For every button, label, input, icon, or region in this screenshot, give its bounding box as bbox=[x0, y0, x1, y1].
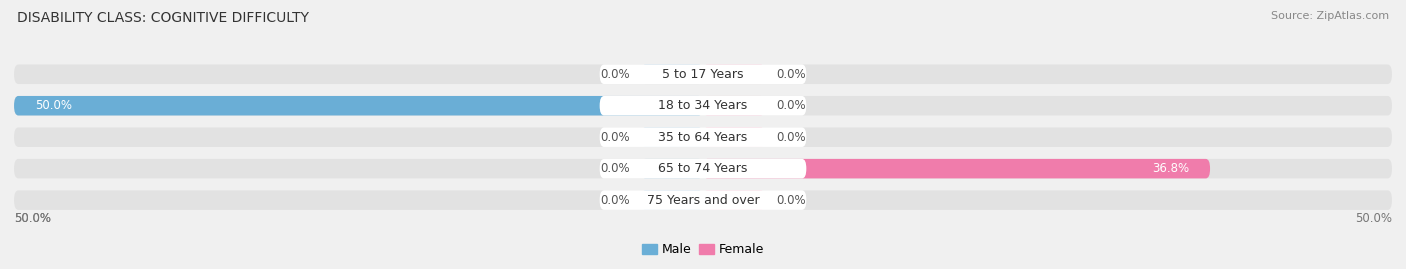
Text: 0.0%: 0.0% bbox=[600, 194, 630, 207]
Text: 0.0%: 0.0% bbox=[776, 99, 806, 112]
Text: 65 to 74 Years: 65 to 74 Years bbox=[658, 162, 748, 175]
FancyBboxPatch shape bbox=[641, 159, 703, 178]
FancyBboxPatch shape bbox=[599, 159, 807, 178]
Legend: Male, Female: Male, Female bbox=[637, 238, 769, 261]
Text: 35 to 64 Years: 35 to 64 Years bbox=[658, 131, 748, 144]
Text: 0.0%: 0.0% bbox=[600, 162, 630, 175]
Text: 0.0%: 0.0% bbox=[600, 68, 630, 81]
Text: 36.8%: 36.8% bbox=[1153, 162, 1189, 175]
FancyBboxPatch shape bbox=[703, 128, 765, 147]
Text: Source: ZipAtlas.com: Source: ZipAtlas.com bbox=[1271, 11, 1389, 21]
Text: DISABILITY CLASS: COGNITIVE DIFFICULTY: DISABILITY CLASS: COGNITIVE DIFFICULTY bbox=[17, 11, 309, 25]
FancyBboxPatch shape bbox=[14, 96, 703, 115]
FancyBboxPatch shape bbox=[14, 96, 1392, 115]
FancyBboxPatch shape bbox=[599, 128, 807, 147]
FancyBboxPatch shape bbox=[641, 65, 703, 84]
FancyBboxPatch shape bbox=[641, 128, 703, 147]
Text: 0.0%: 0.0% bbox=[600, 131, 630, 144]
FancyBboxPatch shape bbox=[641, 190, 703, 210]
FancyBboxPatch shape bbox=[703, 190, 765, 210]
FancyBboxPatch shape bbox=[599, 96, 807, 115]
FancyBboxPatch shape bbox=[599, 65, 807, 84]
FancyBboxPatch shape bbox=[14, 159, 1392, 178]
FancyBboxPatch shape bbox=[14, 190, 1392, 210]
Text: 0.0%: 0.0% bbox=[776, 131, 806, 144]
FancyBboxPatch shape bbox=[14, 128, 1392, 147]
FancyBboxPatch shape bbox=[703, 65, 765, 84]
FancyBboxPatch shape bbox=[14, 65, 1392, 84]
Text: 18 to 34 Years: 18 to 34 Years bbox=[658, 99, 748, 112]
Text: 50.0%: 50.0% bbox=[1355, 212, 1392, 225]
Text: 0.0%: 0.0% bbox=[776, 194, 806, 207]
Text: 50.0%: 50.0% bbox=[35, 99, 72, 112]
Text: 0.0%: 0.0% bbox=[776, 68, 806, 81]
FancyBboxPatch shape bbox=[703, 96, 765, 115]
FancyBboxPatch shape bbox=[599, 190, 807, 210]
Text: 50.0%: 50.0% bbox=[14, 212, 51, 225]
FancyBboxPatch shape bbox=[703, 159, 1211, 178]
Text: 75 Years and over: 75 Years and over bbox=[647, 194, 759, 207]
Text: 50.0%: 50.0% bbox=[14, 212, 51, 225]
Text: 5 to 17 Years: 5 to 17 Years bbox=[662, 68, 744, 81]
